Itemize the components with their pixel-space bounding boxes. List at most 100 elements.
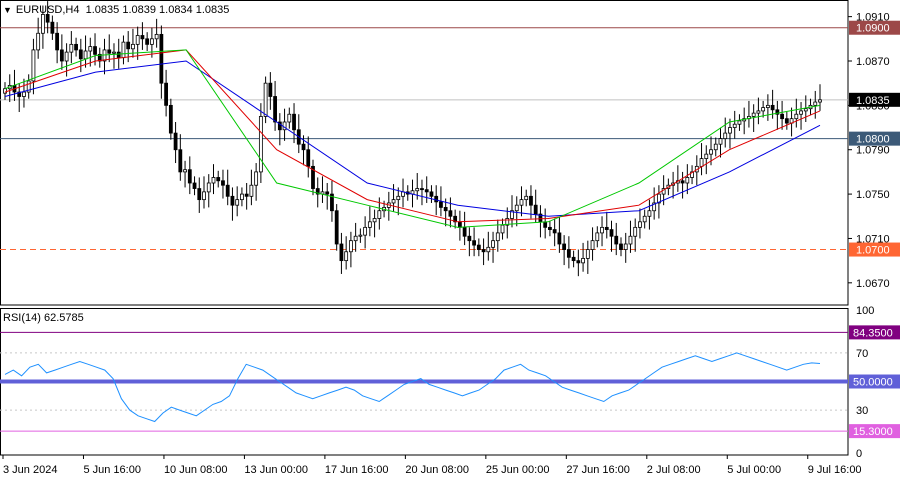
bull-candle [803,108,808,112]
bull-candle [26,80,31,93]
price-level-label: 1.0700 [856,245,890,257]
bear-candle [301,143,306,151]
bull-candle [500,224,505,234]
bear-candle [273,96,277,123]
rsi-header: RSI(14) 62.5785 [3,312,84,324]
bear-candle [434,195,439,203]
bear-candle [453,215,458,223]
bull-candle [491,240,495,248]
bull-candle [202,191,206,201]
rsi-line [4,352,821,423]
bear-candle [221,180,225,186]
bear-candle [443,206,448,212]
bull-candle [709,149,713,155]
bull-candle [581,258,585,264]
bear-candle [680,180,685,184]
bear-candle [420,188,424,191]
chevron-down-icon[interactable]: ▼ [3,5,12,15]
price-level-tag [849,131,900,146]
bear-candle [325,191,330,195]
bull-candle [595,232,600,242]
bull-candle [756,110,761,114]
bear-candle [576,260,581,264]
bull-candle [761,107,766,112]
bear-candle [93,46,97,55]
bear-candle [159,33,164,84]
bear-candle [557,232,562,245]
sma-mid-line [4,49,821,223]
bear-candle [230,195,235,206]
bull-candle [69,43,74,53]
time-tick-label: 2 Jul 08:00 [647,464,701,476]
bear-candle [116,51,121,59]
bear-candle [311,165,315,189]
bear-candle [552,229,557,234]
bull-candle [183,169,187,173]
bear-candle [268,82,273,97]
bear-candle [548,226,552,230]
bear-candle [571,256,576,262]
bear-candle [145,38,150,45]
sma-fast-line [4,49,821,228]
bull-candle [495,232,500,242]
bull-candle [149,38,154,45]
bear-candle [187,169,192,184]
bull-candle [638,221,642,228]
bear-candle [50,21,55,34]
bear-candle [168,104,173,134]
rsi-level-label: 84.3500 [853,327,893,339]
bull-candle [353,235,358,242]
rsi-tick-label: 70 [856,348,868,360]
rsi-level-tag [849,374,900,389]
bull-candle [287,113,292,123]
bull-candle [263,82,268,117]
bear-candle [429,191,434,197]
bull-candle [363,226,368,236]
price-tick-label: 1.0790 [856,145,890,157]
bear-candle [330,193,334,212]
bear-candle [173,132,178,151]
bull-candle [813,101,818,106]
bull-candle [699,158,704,167]
bull-candle [799,110,803,115]
bear-candle [780,113,784,120]
bull-candle [713,143,718,151]
rsi-level-label: 50.0000 [853,377,893,389]
bull-candle [656,193,661,204]
current-price-label: 1.0835 [856,95,890,107]
price-pane-frame [0,0,849,306]
bear-candle [97,53,102,62]
time-tick-label: 9 Jul 16:00 [808,464,862,476]
time-tick-label: 27 Jun 16:00 [566,464,630,476]
bull-candle [240,193,244,201]
bull-candle [344,251,349,262]
bear-candle [533,204,538,215]
time-tick-label: 20 Jun 08:00 [405,464,469,476]
bull-candle [633,226,638,237]
bear-candle [216,177,221,182]
bull-candle [751,112,756,117]
price-level-label: 1.0900 [856,23,890,35]
bull-candle [22,91,26,97]
bear-candle [481,249,486,253]
bear-candle [614,235,619,245]
bull-candle [818,99,822,103]
bull-candle [415,188,420,192]
bull-candle [349,240,353,253]
bull-candle [510,210,514,219]
rsi-level-tag [849,424,900,439]
bull-candle [524,195,529,201]
bear-candle [244,193,249,197]
bull-candle [505,218,510,226]
current-price-tag [849,92,900,107]
bull-candle [623,243,628,250]
bull-candle [121,41,126,59]
bull-candle [690,171,694,178]
bear-candle [562,243,567,250]
bear-candle [566,249,571,258]
rsi-level-tag [849,325,900,340]
bull-candle [396,195,401,201]
bull-candle [358,234,363,237]
bear-candle [164,82,169,106]
